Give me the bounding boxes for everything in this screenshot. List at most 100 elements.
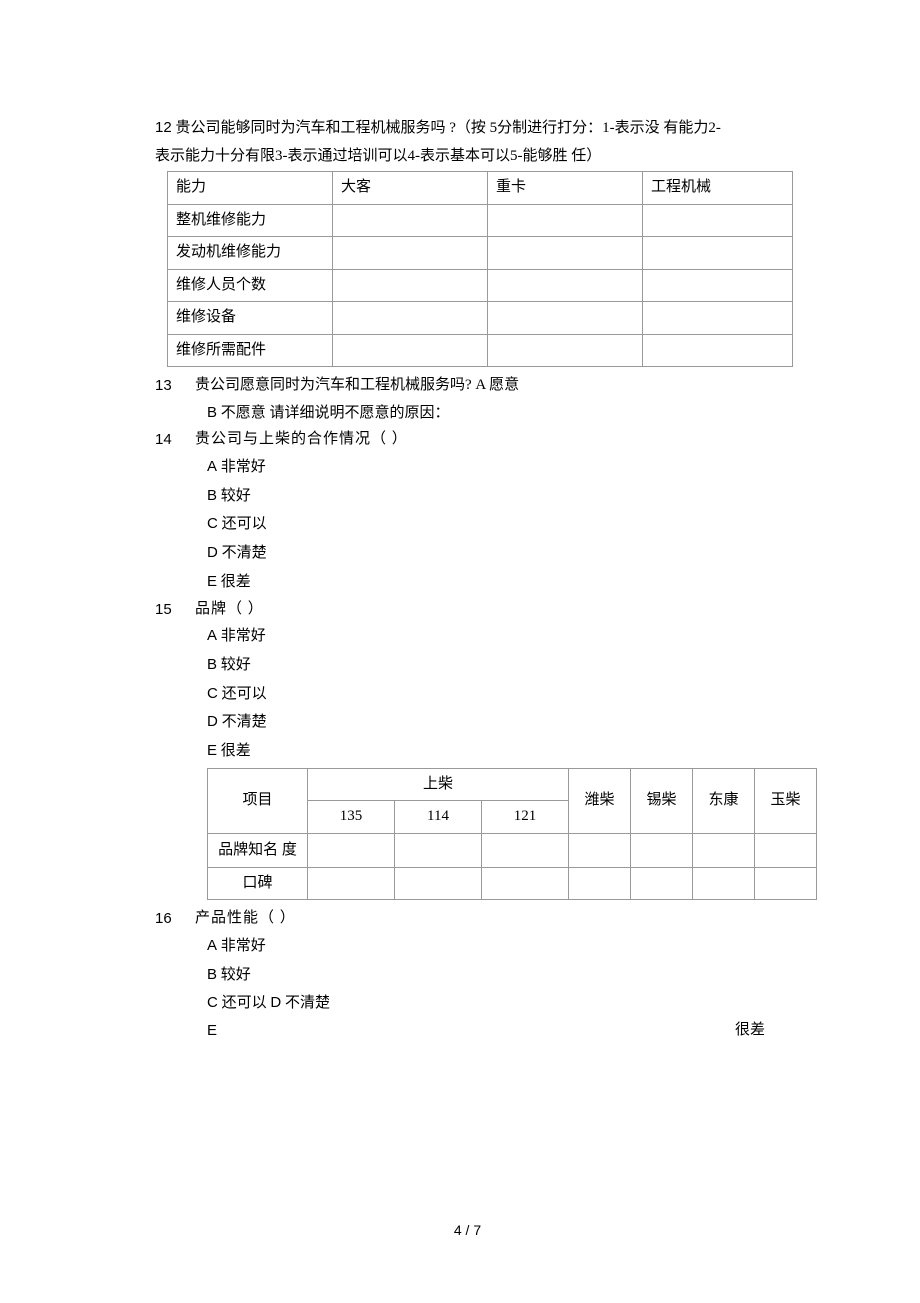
cell: 重卡 — [488, 172, 643, 205]
q16-number: 16 — [155, 906, 195, 932]
q12-text1: 贵公司能够同时为汽车和工程机械服务吗 ?（按 5分制进行打分：1-表示没 有能力… — [172, 120, 721, 136]
option: E 很差 — [155, 737, 780, 766]
cell: 潍柴 — [569, 768, 631, 833]
option-text: 不清楚 — [218, 714, 267, 730]
page-number: 4 / 7 — [155, 1219, 780, 1243]
option: E 很差 — [155, 1018, 765, 1044]
cell: 121 — [482, 801, 569, 834]
option: B 较好 — [155, 651, 780, 680]
option-text: 非常好 — [217, 628, 266, 644]
cell: 上柴 — [308, 768, 569, 801]
option-text: 非常好 — [217, 938, 266, 954]
q14-number: 14 — [155, 427, 195, 453]
option-text: 非常好 — [217, 459, 266, 475]
q12-line1: 12 贵公司能够同时为汽车和工程机械服务吗 ?（按 5分制进行打分：1-表示没 … — [155, 115, 780, 142]
option: B 较好 — [155, 961, 780, 990]
q15-text: 品牌（ ） — [195, 601, 264, 617]
option-letter: E — [207, 573, 217, 590]
table-row: 项目 上柴 潍柴 锡柴 东康 玉柴 — [208, 768, 817, 801]
table-row: 整机维修能力 — [168, 204, 793, 237]
q16-line: 16产品性能（ ） — [155, 906, 780, 932]
cell: 口碑 — [208, 867, 308, 900]
q15-table: 项目 上柴 潍柴 锡柴 东康 玉柴 135 114 121 品牌知名 度 口碑 — [207, 768, 817, 901]
q12-line2: 表示能力十分有限3-表示通过培训可以4-表示基本可以5-能够胜 任） — [155, 144, 780, 170]
option-text: 较好 — [217, 657, 251, 673]
option: E 很差 — [155, 568, 780, 597]
option-text: 很差 — [217, 574, 251, 590]
option-text: 较好 — [217, 967, 251, 983]
option-letter: D — [207, 713, 218, 730]
option: C 还可以 — [155, 510, 780, 539]
cell: 114 — [395, 801, 482, 834]
option-letter: B — [207, 656, 217, 673]
q15-number: 15 — [155, 597, 195, 623]
option-text: 较好 — [217, 488, 251, 504]
option-letter: D — [270, 994, 281, 1011]
option-text: 很差 — [735, 1018, 765, 1044]
option-text: 很差 — [217, 743, 251, 759]
q13-line1: 13贵公司愿意同时为汽车和工程机械服务吗? A 愿意 — [155, 373, 780, 399]
option: C 还可以 D 不清楚 — [155, 989, 780, 1018]
option-letter: A — [207, 627, 217, 644]
option-letter: E — [207, 742, 217, 759]
option-letter: B — [207, 404, 217, 421]
q16-text: 产品性能（ ） — [195, 910, 296, 926]
cell: 玉柴 — [755, 768, 817, 833]
question-16: 16产品性能（ ） A 非常好 B 较好 C 还可以 D 不清楚 E 很差 — [155, 906, 780, 1043]
cell: 维修人员个数 — [168, 269, 333, 302]
question-15: 15品牌（ ） A 非常好 B 较好 C 还可以 D 不清楚 E 很差 项目 上… — [155, 597, 780, 901]
option-text: 不愿意 请详细说明不愿意的原因： — [217, 405, 450, 421]
option-letter: C — [207, 994, 218, 1011]
cell: 品牌知名 度 — [208, 833, 308, 867]
option-letter: A — [207, 458, 217, 475]
table-row: 维修人员个数 — [168, 269, 793, 302]
q14-line: 14贵公司与上柴的合作情况（ ） — [155, 427, 780, 453]
question-13: 13贵公司愿意同时为汽车和工程机械服务吗? A 愿意 B 不愿意 请详细说明不愿… — [155, 373, 780, 427]
option-letter: A — [207, 937, 217, 954]
option-letter: E — [207, 1018, 217, 1044]
option: A 非常好 — [155, 622, 780, 651]
option: D 不清楚 — [155, 708, 780, 737]
cell: 维修所需配件 — [168, 334, 333, 367]
cell: 锡柴 — [631, 768, 693, 833]
option-text: 还可以 — [218, 686, 267, 702]
cell: 东康 — [693, 768, 755, 833]
q12-number: 12 — [155, 119, 172, 136]
table-row: 维修设备 — [168, 302, 793, 335]
cell: 发动机维修能力 — [168, 237, 333, 270]
option: B 较好 — [155, 482, 780, 511]
option-letter: B — [207, 487, 217, 504]
cell: 项目 — [208, 768, 308, 833]
cell: 135 — [308, 801, 395, 834]
option: A 非常好 — [155, 453, 780, 482]
table-row: 品牌知名 度 — [208, 833, 817, 867]
question-14: 14贵公司与上柴的合作情况（ ） A 非常好 B 较好 C 还可以 D 不清楚 … — [155, 427, 780, 596]
cell: 维修设备 — [168, 302, 333, 335]
q12-table: 能力 大客 重卡 工程机械 整机维修能力 发动机维修能力 维修人员个数 维修设备… — [167, 171, 793, 367]
option: A 非常好 — [155, 932, 780, 961]
option-letter: B — [207, 966, 217, 983]
q13-line2: B 不愿意 请详细说明不愿意的原因： — [155, 399, 780, 428]
option-text: 还可以 — [218, 995, 271, 1011]
q13-number: 13 — [155, 373, 195, 399]
option: C 还可以 — [155, 680, 780, 709]
q14-text: 贵公司与上柴的合作情况（ ） — [195, 431, 408, 447]
option-text: 还可以 — [218, 516, 267, 532]
question-12: 12 贵公司能够同时为汽车和工程机械服务吗 ?（按 5分制进行打分：1-表示没 … — [155, 115, 780, 367]
table-row: 发动机维修能力 — [168, 237, 793, 270]
cell: 工程机械 — [643, 172, 793, 205]
q13-text: 贵公司愿意同时为汽车和工程机械服务吗? A 愿意 — [195, 377, 519, 393]
cell: 大客 — [333, 172, 488, 205]
option-letter: C — [207, 515, 218, 532]
table-row: 口碑 — [208, 867, 817, 900]
cell: 能力 — [168, 172, 333, 205]
option-text: 不清楚 — [218, 545, 267, 561]
option: D 不清楚 — [155, 539, 780, 568]
table-row: 能力 大客 重卡 工程机械 — [168, 172, 793, 205]
option-letter: D — [207, 544, 218, 561]
q15-line: 15品牌（ ） — [155, 597, 780, 623]
option-text: 不清楚 — [281, 995, 330, 1011]
table-row: 维修所需配件 — [168, 334, 793, 367]
option-letter: C — [207, 685, 218, 702]
cell: 整机维修能力 — [168, 204, 333, 237]
